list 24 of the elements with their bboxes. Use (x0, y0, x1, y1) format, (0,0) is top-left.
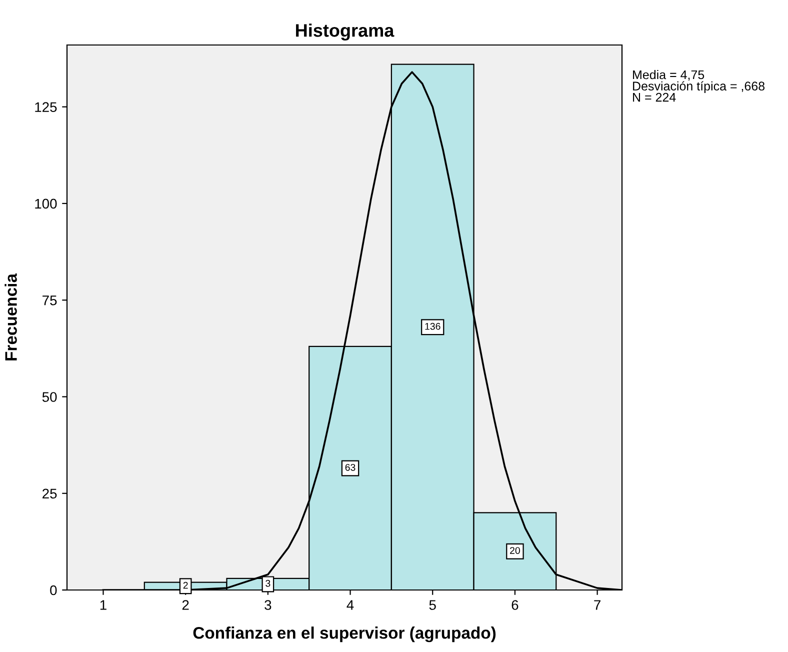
x-tick-label: 2 (182, 600, 189, 610)
chart-title: Histograma (296, 24, 394, 40)
x-axis-title: Confianza en el supervisor (agrupado) (193, 626, 496, 642)
y-axis-title: Frecuencia (4, 273, 17, 360)
data-label: 63 (345, 464, 356, 471)
text: Desviación típica = ,668 (633, 81, 765, 93)
x-tick-label: 3 (264, 600, 272, 610)
data-label: 3 (266, 580, 270, 587)
data-label: 2 (183, 582, 188, 589)
x-tick-label: 1 (100, 600, 106, 610)
x-tick-label: 4 (346, 600, 354, 610)
y-tick-label: 50 (42, 392, 57, 402)
y-tick-label: 75 (42, 296, 57, 306)
y-tick-label: 0 (50, 585, 57, 596)
y-tick-label: 125 (35, 102, 57, 112)
data-label: 20 (510, 547, 520, 554)
x-tick-label: 5 (429, 600, 436, 610)
text: N = 224 (633, 92, 676, 102)
data-label: 136 (425, 322, 440, 330)
y-tick-label: 25 (42, 488, 57, 499)
x-tick-label: 6 (512, 600, 518, 610)
text: Media = 4,75 (633, 70, 704, 81)
y-tick-label: 100 (35, 198, 57, 209)
x-tick-label: 7 (594, 600, 600, 610)
